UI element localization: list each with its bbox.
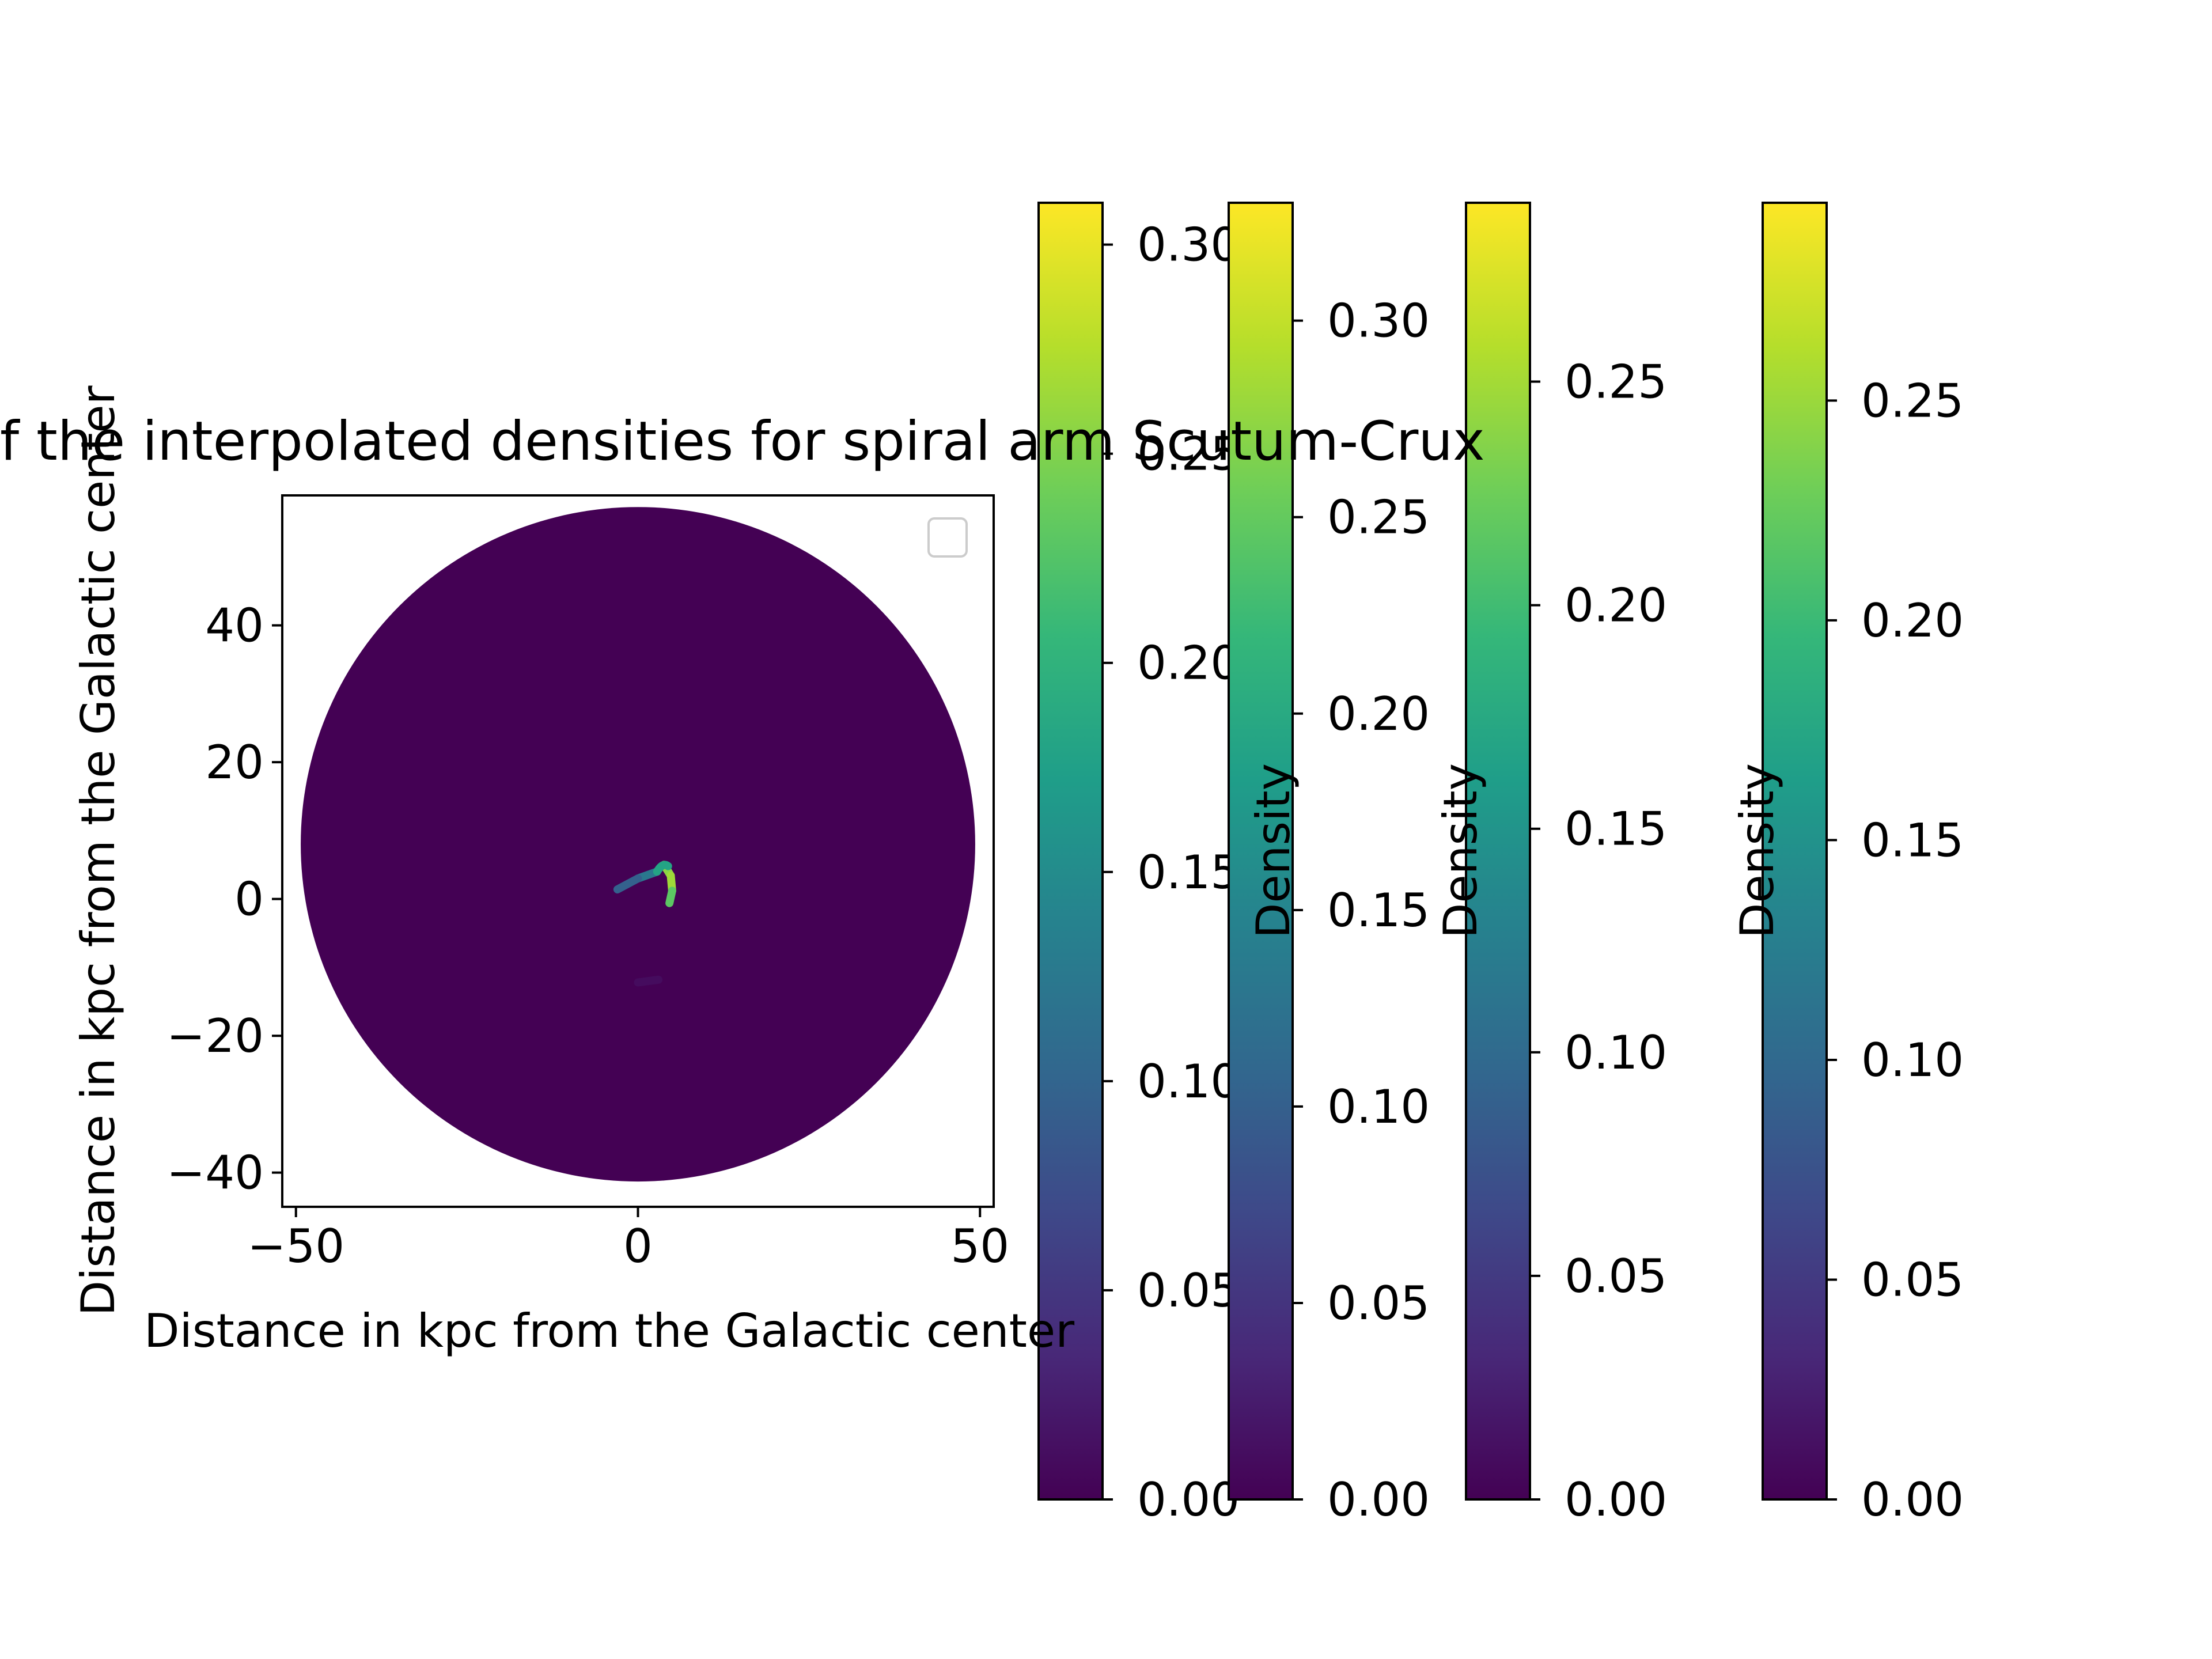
heatmap-axes: −50 0 50 −40 −20 0 20 40 bbox=[166, 494, 1009, 1273]
colorbar-gradient bbox=[1229, 203, 1293, 1499]
colorbar-4: 0.00 0.05 0.10 0.15 0.20 0.25 Density bbox=[1730, 202, 1964, 1527]
spiral-arm-trace bbox=[613, 861, 676, 987]
colorbar-tick-label: 0.00 bbox=[1861, 1473, 1964, 1527]
y-tick-label: −40 bbox=[166, 1146, 264, 1200]
y-tick-label: 0 bbox=[234, 873, 264, 926]
colorbar-tick-label: 0.15 bbox=[1565, 802, 1667, 856]
colorbar-tick-label: 0.05 bbox=[1327, 1277, 1430, 1330]
colorbar-tick-label: 0.15 bbox=[1861, 813, 1964, 867]
colorbar-gradient bbox=[1763, 203, 1827, 1499]
colorbar-tick-label: 0.20 bbox=[1327, 687, 1430, 741]
x-tick-label: 0 bbox=[623, 1219, 653, 1273]
colorbar-tick-label: 0.25 bbox=[1565, 355, 1667, 408]
colorbar-frame bbox=[1762, 202, 1828, 1501]
colorbar-tick-label: 0.05 bbox=[1861, 1253, 1964, 1306]
y-ticks: −40 −20 0 20 40 bbox=[166, 599, 282, 1200]
arm-segment bbox=[665, 887, 676, 907]
colorbar-tick-label: 0.20 bbox=[1565, 579, 1667, 632]
colorbar-tick-label: 0.25 bbox=[1137, 427, 1240, 481]
colorbar-gradient bbox=[1466, 203, 1530, 1499]
colorbar-label: Density bbox=[1730, 763, 1784, 938]
colorbar-tick-label: 0.15 bbox=[1327, 884, 1430, 937]
colorbar-tick-label: 0.25 bbox=[1861, 374, 1964, 427]
colorbar-tick-label: 0.10 bbox=[1137, 1055, 1240, 1108]
legend-box bbox=[927, 517, 968, 558]
density-disk bbox=[301, 507, 975, 1182]
colorbar-tick-label: 0.30 bbox=[1327, 294, 1430, 348]
colorbar-tick-label: 0.10 bbox=[1327, 1080, 1430, 1134]
x-ticks: −50 0 50 bbox=[247, 1207, 1009, 1273]
y-tick-label: 40 bbox=[205, 599, 264, 653]
colorbar-tick-label: 0.30 bbox=[1137, 218, 1240, 272]
chart-title: f the interpolated densities for spiral … bbox=[0, 410, 1485, 473]
colorbar-label: Density bbox=[1247, 763, 1300, 938]
x-axis-label: Distance in kpc from the Galactic center bbox=[144, 1304, 1074, 1358]
arm-segment bbox=[613, 874, 642, 893]
colorbar-tick-label: 0.10 bbox=[1565, 1026, 1667, 1080]
colorbar-tick-label: 0.00 bbox=[1327, 1473, 1430, 1527]
colorbar-frame bbox=[1465, 202, 1531, 1501]
arm-segment bbox=[653, 861, 672, 876]
colorbar-tick-label: 0.05 bbox=[1137, 1264, 1240, 1317]
x-tick-label: −50 bbox=[247, 1219, 344, 1273]
colorbar-tick-label: 0.20 bbox=[1861, 594, 1964, 647]
colorbar-tick-label: 0.10 bbox=[1861, 1033, 1964, 1087]
colorbar-tick-label: 0.00 bbox=[1137, 1473, 1240, 1527]
arm-segment bbox=[634, 975, 663, 987]
colorbar-1: 0.00 0.05 0.10 0.15 0.20 0.25 0.30 bbox=[1037, 202, 1240, 1527]
colorbar-tick-label: 0.05 bbox=[1565, 1249, 1667, 1303]
colorbar-2: 0.00 0.05 0.10 0.15 0.20 0.25 0.30 Density bbox=[1228, 202, 1430, 1527]
colorbar-tick-label: 0.20 bbox=[1137, 637, 1240, 690]
x-tick-label: 50 bbox=[950, 1219, 1009, 1273]
colorbar-3: 0.00 0.05 0.10 0.15 0.20 0.25 Density bbox=[1434, 202, 1667, 1527]
y-axis-label: Distance in kpc from the Galactic center bbox=[71, 385, 125, 1316]
y-tick-label: −20 bbox=[166, 1009, 264, 1063]
colorbar-frame bbox=[1228, 202, 1294, 1501]
colorbar-label: Density bbox=[1434, 763, 1487, 938]
colorbar-gradient bbox=[1039, 203, 1103, 1499]
colorbar-tick-label: 0.00 bbox=[1565, 1473, 1667, 1527]
colorbar-frame bbox=[1037, 202, 1104, 1501]
colorbar-tick-label: 0.15 bbox=[1137, 846, 1240, 899]
y-tick-label: 20 bbox=[205, 736, 264, 789]
colorbar-tick-label: 0.25 bbox=[1327, 491, 1430, 544]
colorbars: 0.00 0.05 0.10 0.15 0.20 0.25 0.30 0.00 0.05 0.10… bbox=[1037, 202, 1964, 1527]
